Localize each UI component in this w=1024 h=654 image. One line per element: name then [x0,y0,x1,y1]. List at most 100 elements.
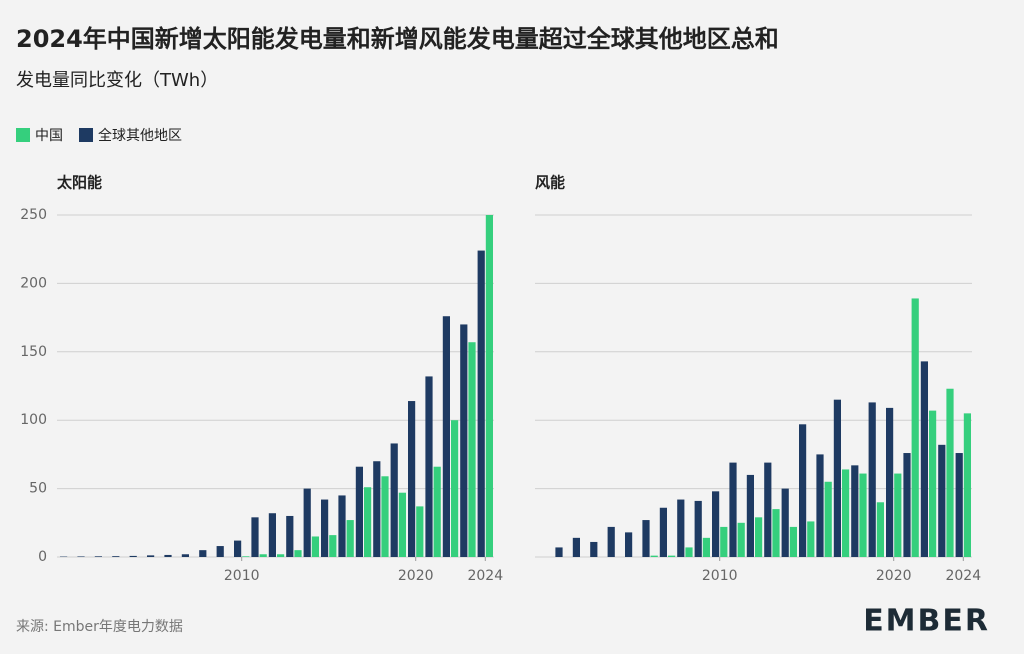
bar [321,499,329,557]
bar [920,361,928,557]
bar [807,521,815,557]
x-tick-label: 2020 [876,568,912,584]
y-tick-label: 50 [29,481,47,497]
bar [772,509,780,557]
bar [607,526,615,557]
bar [286,515,294,557]
bar [946,388,954,557]
bar [668,555,676,557]
legend-swatch [79,128,93,142]
bar [625,532,633,557]
bar [477,250,485,557]
bar [876,502,884,557]
y-tick-label: 250 [20,207,47,223]
bar [659,507,667,557]
subtitle: 发电量同比变化（TWh） [16,70,218,91]
bar [425,376,433,557]
x-tick-label: 2010 [224,568,260,584]
bar [929,410,937,557]
source: 来源: Ember年度电力数据 [16,619,183,635]
bar [842,469,850,557]
bar [963,413,971,557]
bar [955,453,963,557]
bar [555,547,563,557]
logo: EMBER [863,604,990,639]
bar [451,420,459,557]
bar [112,556,120,557]
bar [181,554,189,557]
bar [911,298,919,557]
bar [129,555,137,557]
bar [251,517,259,557]
bar [416,506,424,557]
bar [94,556,102,557]
bar [894,473,902,557]
bar [650,555,658,557]
bar [485,215,493,557]
bar [685,547,693,557]
bar [364,487,372,557]
bar [642,520,650,557]
bar [859,473,867,557]
y-tick-label: 0 [38,549,47,565]
bar [442,316,450,557]
x-tick-label: 2010 [702,568,738,584]
bar [373,461,381,557]
bar [329,535,337,557]
bar [242,556,250,557]
bar [390,443,398,557]
chart-title: 2024年中国新增太阳能发电量和新增风能发电量超过全球其他地区总和 [16,25,779,53]
bar [737,522,745,557]
y-tick-label: 200 [20,275,47,291]
bar [903,453,911,557]
bar [755,517,763,557]
bar [694,500,702,557]
bar [355,466,363,557]
bar [346,520,354,557]
bar [789,526,797,557]
bar [729,462,737,557]
bar [702,537,710,557]
bar [311,536,319,557]
bar [868,402,876,557]
bar [712,491,720,557]
bar [468,342,476,557]
bar [938,444,946,557]
bar [398,492,406,557]
bar [833,399,841,557]
bar [216,546,224,557]
bar [433,466,441,557]
bar [303,488,311,557]
legend-label: 全球其他地区 [98,127,182,144]
bar [720,526,728,557]
bar [677,499,685,557]
bar [164,554,172,557]
bar [77,556,85,557]
bar [746,474,754,557]
bar [781,488,789,557]
bar [408,401,416,557]
bar [460,324,468,557]
bar [277,554,285,557]
panel-title: 太阳能 [57,174,102,192]
bar [824,481,832,557]
x-tick-label: 2024 [945,568,981,584]
bar [590,541,598,557]
bar [816,454,824,557]
bar [268,513,276,557]
bar [799,424,807,557]
bar [338,495,346,557]
bar [381,476,389,557]
y-tick-label: 100 [20,412,47,428]
y-tick-label: 150 [20,344,47,360]
bar [147,555,155,557]
bar [764,462,772,557]
bar [294,550,302,557]
bar [851,465,859,557]
bar [199,550,207,557]
x-tick-label: 2020 [398,568,434,584]
legend-label: 中国 [35,128,63,144]
bar [234,540,242,557]
bar [572,537,580,557]
